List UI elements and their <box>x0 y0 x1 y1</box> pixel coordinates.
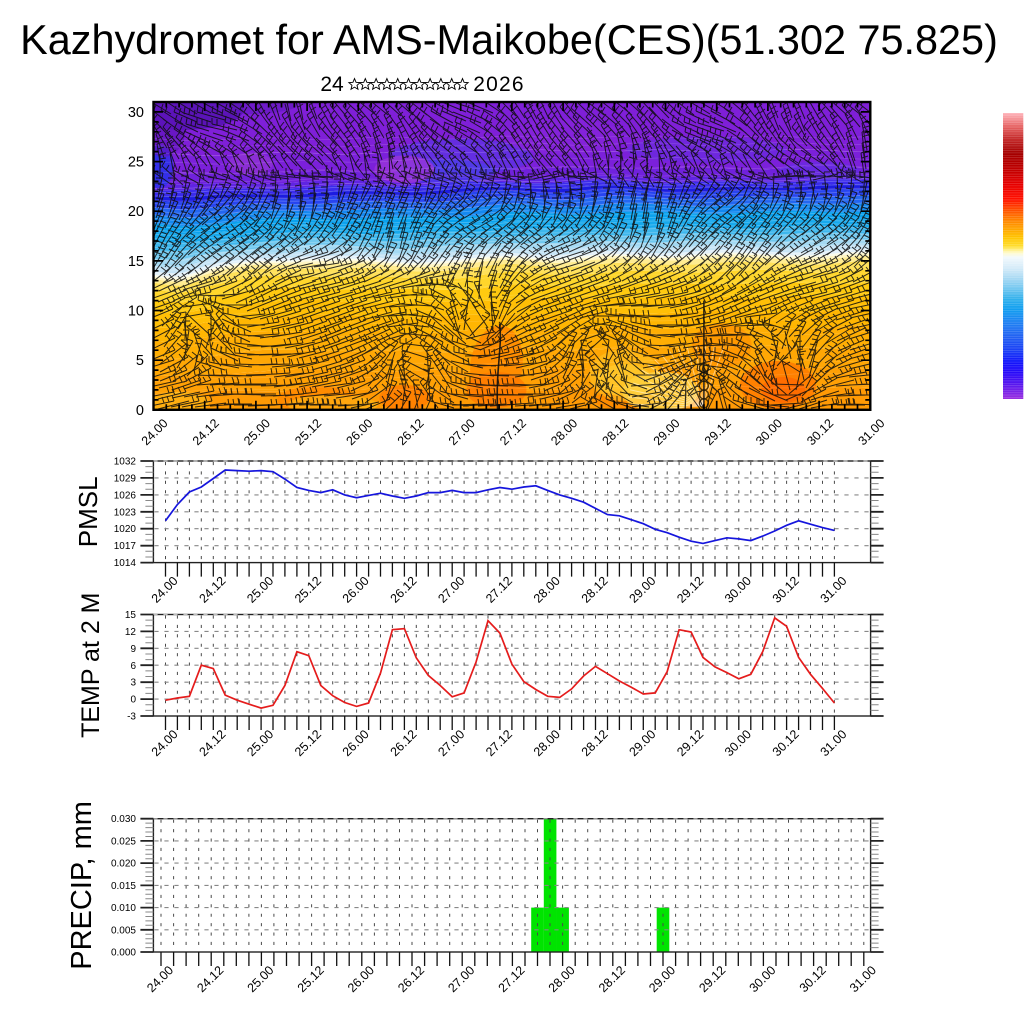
svg-text:25.00: 25.00 <box>244 727 276 759</box>
svg-text:0.015: 0.015 <box>111 881 136 892</box>
svg-text:-3: -3 <box>127 712 136 723</box>
svg-text:0.010: 0.010 <box>111 903 136 914</box>
svg-text:30.00: 30.00 <box>722 574 754 606</box>
svg-text:24.12: 24.12 <box>196 574 228 606</box>
svg-text:30.12: 30.12 <box>770 727 802 759</box>
svg-text:29.12: 29.12 <box>674 574 706 606</box>
svg-text:Kazhydromet for AMS-Maikobe(CE: Kazhydromet for AMS-Maikobe(CES)(51.302 … <box>20 17 998 63</box>
svg-text:29.12: 29.12 <box>696 963 728 995</box>
svg-text:0.025: 0.025 <box>111 836 136 847</box>
svg-text:0.020: 0.020 <box>111 859 136 870</box>
svg-text:26.12: 26.12 <box>388 574 420 606</box>
svg-text:26.00: 26.00 <box>340 727 372 759</box>
svg-text:26.00: 26.00 <box>345 963 377 995</box>
svg-text:29.12: 29.12 <box>702 416 734 448</box>
svg-text:0: 0 <box>136 403 144 419</box>
svg-text:2026: 2026 <box>473 73 525 96</box>
svg-text:0.000: 0.000 <box>111 948 136 959</box>
svg-text:26.12: 26.12 <box>395 963 427 995</box>
svg-text:25: 25 <box>128 155 144 171</box>
svg-text:6: 6 <box>130 661 136 672</box>
svg-text:1032: 1032 <box>114 457 137 468</box>
svg-text:25.12: 25.12 <box>292 727 324 759</box>
svg-text:29.00: 29.00 <box>646 963 678 995</box>
svg-text:1023: 1023 <box>114 507 137 518</box>
svg-text:25.00: 25.00 <box>241 416 273 448</box>
svg-text:24.00: 24.00 <box>149 574 181 606</box>
svg-text:10: 10 <box>128 304 144 320</box>
svg-text:24: 24 <box>320 73 344 96</box>
svg-text:27.12: 27.12 <box>483 574 515 606</box>
svg-text:28.12: 28.12 <box>599 416 631 448</box>
svg-text:25.00: 25.00 <box>244 574 276 606</box>
svg-text:28.12: 28.12 <box>596 963 628 995</box>
svg-text:29.00: 29.00 <box>626 727 658 759</box>
svg-text:TEMP at 2 M: TEMP at 2 M <box>77 592 105 737</box>
svg-text:31.00: 31.00 <box>818 727 850 759</box>
svg-text:31.00: 31.00 <box>818 574 850 606</box>
svg-text:27.12: 27.12 <box>497 416 529 448</box>
svg-text:5: 5 <box>136 353 144 369</box>
svg-text:26.12: 26.12 <box>388 727 420 759</box>
svg-text:1017: 1017 <box>114 541 137 552</box>
svg-text:27.12: 27.12 <box>483 727 515 759</box>
svg-text:28.12: 28.12 <box>579 727 611 759</box>
svg-text:30.00: 30.00 <box>747 963 779 995</box>
svg-text:0.030: 0.030 <box>111 814 136 825</box>
svg-text:27.00: 27.00 <box>446 416 478 448</box>
svg-text:25.12: 25.12 <box>292 416 324 448</box>
svg-text:27.00: 27.00 <box>445 963 477 995</box>
svg-text:29.00: 29.00 <box>651 416 683 448</box>
svg-text:30.00: 30.00 <box>753 416 785 448</box>
svg-text:20: 20 <box>128 204 144 220</box>
svg-text:28.00: 28.00 <box>531 574 563 606</box>
svg-text:27.12: 27.12 <box>496 963 528 995</box>
svg-text:24.12: 24.12 <box>196 727 228 759</box>
svg-text:27.00: 27.00 <box>435 574 467 606</box>
svg-text:PRECIP, mm: PRECIP, mm <box>66 801 98 970</box>
svg-text:3: 3 <box>130 678 136 689</box>
svg-text:30.12: 30.12 <box>797 963 829 995</box>
svg-text:15: 15 <box>128 254 144 270</box>
svg-text:1026: 1026 <box>114 490 137 501</box>
svg-text:30.00: 30.00 <box>722 727 754 759</box>
svg-text:31.00: 31.00 <box>847 963 879 995</box>
svg-text:26.12: 26.12 <box>395 416 427 448</box>
svg-text:15: 15 <box>125 610 137 621</box>
svg-text:28.00: 28.00 <box>548 416 580 448</box>
svg-text:24.12: 24.12 <box>190 416 222 448</box>
svg-text:27.00: 27.00 <box>435 727 467 759</box>
svg-text:28.00: 28.00 <box>531 727 563 759</box>
svg-text:29.12: 29.12 <box>674 727 706 759</box>
svg-text:26.00: 26.00 <box>343 416 375 448</box>
svg-text:1029: 1029 <box>114 473 137 484</box>
svg-text:30.12: 30.12 <box>770 574 802 606</box>
svg-text:31.00: 31.00 <box>855 416 887 448</box>
svg-text:0: 0 <box>130 695 136 706</box>
svg-text:25.12: 25.12 <box>292 574 324 606</box>
svg-text:1020: 1020 <box>114 524 137 535</box>
svg-text:9: 9 <box>130 644 136 655</box>
svg-text:28.00: 28.00 <box>546 963 578 995</box>
svg-text:24.00: 24.00 <box>149 727 181 759</box>
svg-text:24.12: 24.12 <box>194 963 226 995</box>
svg-text:26.00: 26.00 <box>340 574 372 606</box>
svg-text:25.00: 25.00 <box>245 963 277 995</box>
svg-text:30: 30 <box>128 105 144 121</box>
svg-text:1014: 1014 <box>114 558 137 569</box>
svg-text:25.12: 25.12 <box>295 963 327 995</box>
svg-text:12: 12 <box>125 627 137 638</box>
svg-text:PMSL: PMSL <box>73 476 103 547</box>
svg-text:28.12: 28.12 <box>579 574 611 606</box>
svg-text:30.12: 30.12 <box>804 416 836 448</box>
svg-text:24.00: 24.00 <box>139 416 171 448</box>
svg-text:0.005: 0.005 <box>111 925 136 936</box>
svg-text:29.00: 29.00 <box>626 574 658 606</box>
svg-text:24.00: 24.00 <box>144 963 176 995</box>
